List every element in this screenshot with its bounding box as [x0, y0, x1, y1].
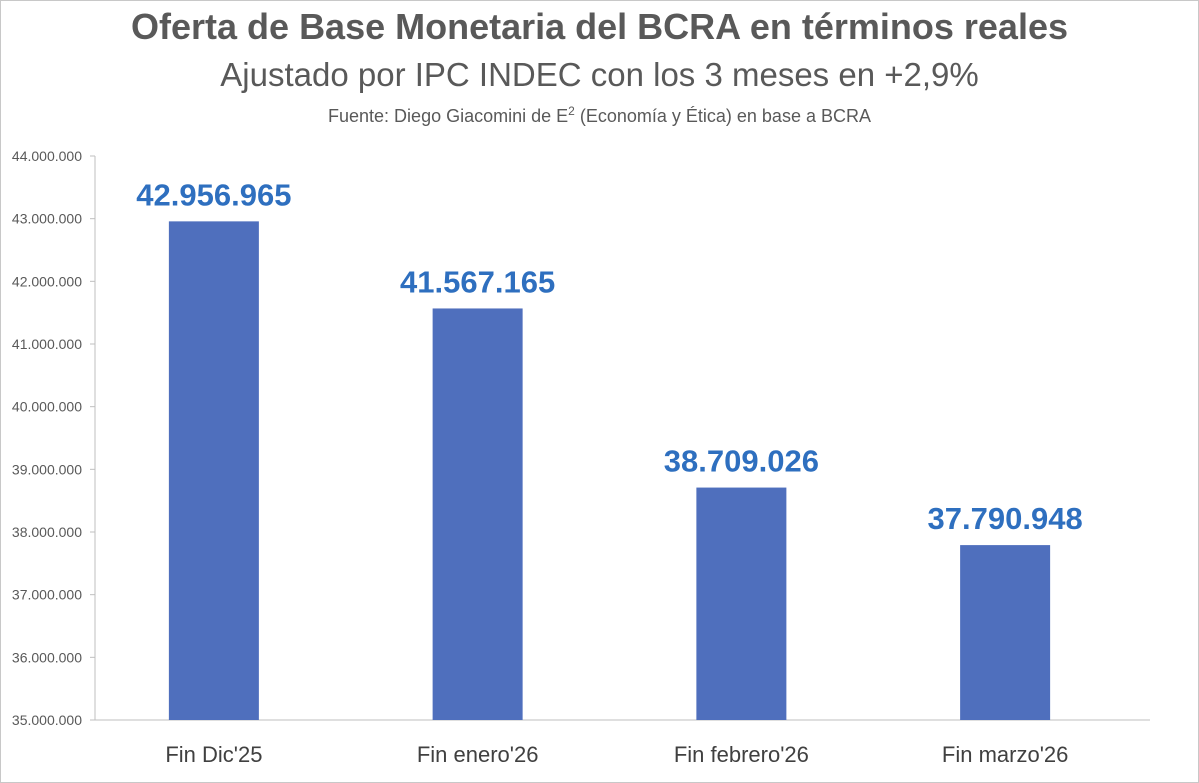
source-superscript: 2: [568, 104, 575, 118]
chart-source: Fuente: Diego Giacomini de E2 (Economía …: [0, 104, 1199, 127]
bar-value-label: 41.567.165: [400, 264, 555, 299]
y-tick-label: 36.000.000: [12, 649, 82, 665]
source-prefix: Fuente: Diego Giacomini de E: [328, 106, 569, 126]
x-category-label: Fin Dic'25: [165, 742, 262, 767]
y-tick-label: 40.000.000: [12, 399, 82, 415]
bar: [696, 487, 787, 720]
chart-title: Oferta de Base Monetaria del BCRA en tér…: [131, 6, 1068, 47]
y-tick-label: 44.000.000: [12, 148, 82, 164]
bar-value-label: 37.790.948: [928, 501, 1083, 536]
chart-subtitle: Ajustado por IPC INDEC con los 3 meses e…: [220, 56, 979, 93]
bar-value-label: 38.709.026: [664, 444, 819, 479]
bar-value-label: 42.956.965: [136, 177, 291, 212]
y-tick-label: 35.000.000: [12, 712, 82, 728]
y-tick-label: 38.000.000: [12, 524, 82, 540]
y-tick-label: 42.000.000: [12, 273, 82, 289]
y-tick-label: 39.000.000: [12, 461, 82, 477]
y-tick-label: 43.000.000: [12, 211, 82, 227]
x-category-label: Fin febrero'26: [674, 742, 809, 767]
y-tick-label: 41.000.000: [12, 336, 82, 352]
x-category-label: Fin enero'26: [417, 742, 539, 767]
bar: [168, 221, 259, 720]
bar: [960, 545, 1051, 720]
source-suffix: (Economía y Ética) en base a BCRA: [574, 106, 871, 126]
x-category-label: Fin marzo'26: [942, 742, 1068, 767]
bar: [432, 308, 523, 720]
y-tick-label: 37.000.000: [12, 587, 82, 603]
